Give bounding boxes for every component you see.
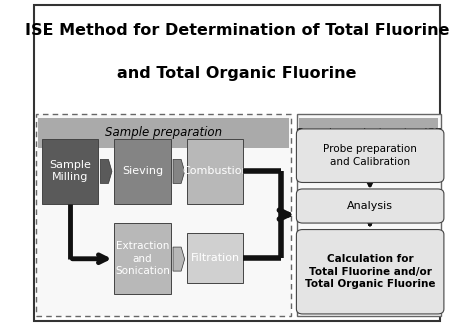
Text: Sieving: Sieving: [122, 166, 163, 176]
FancyBboxPatch shape: [37, 118, 289, 148]
FancyBboxPatch shape: [296, 189, 444, 223]
Text: Extraction
and
Sonication: Extraction and Sonication: [115, 241, 170, 276]
FancyBboxPatch shape: [297, 114, 440, 316]
FancyBboxPatch shape: [187, 233, 243, 283]
Text: Calculation for
Total Fluorine and/or
Total Organic Fluorine: Calculation for Total Fluorine and/or To…: [305, 254, 436, 289]
FancyBboxPatch shape: [187, 139, 243, 203]
Text: Analysis: Analysis: [347, 201, 393, 211]
Text: Combustion: Combustion: [182, 166, 248, 176]
FancyBboxPatch shape: [296, 230, 444, 314]
FancyBboxPatch shape: [36, 114, 291, 316]
Text: ISE Method for Determination of Total Fluorine: ISE Method for Determination of Total Fl…: [25, 23, 449, 38]
FancyBboxPatch shape: [299, 118, 438, 148]
FancyBboxPatch shape: [114, 223, 171, 294]
Polygon shape: [173, 159, 185, 184]
Text: and Total Organic Fluorine: and Total Organic Fluorine: [117, 66, 357, 81]
Text: Filtration: Filtration: [191, 253, 240, 263]
FancyBboxPatch shape: [296, 129, 444, 183]
Text: Probe preparation
and Calibration: Probe preparation and Calibration: [323, 144, 417, 167]
FancyBboxPatch shape: [114, 139, 171, 203]
FancyBboxPatch shape: [42, 139, 98, 203]
Text: Sample analysis using ISE: Sample analysis using ISE: [296, 128, 441, 138]
Polygon shape: [173, 247, 185, 271]
Text: Sample preparation: Sample preparation: [105, 126, 222, 139]
Text: Sample
Milling: Sample Milling: [49, 160, 91, 182]
Polygon shape: [100, 159, 112, 184]
